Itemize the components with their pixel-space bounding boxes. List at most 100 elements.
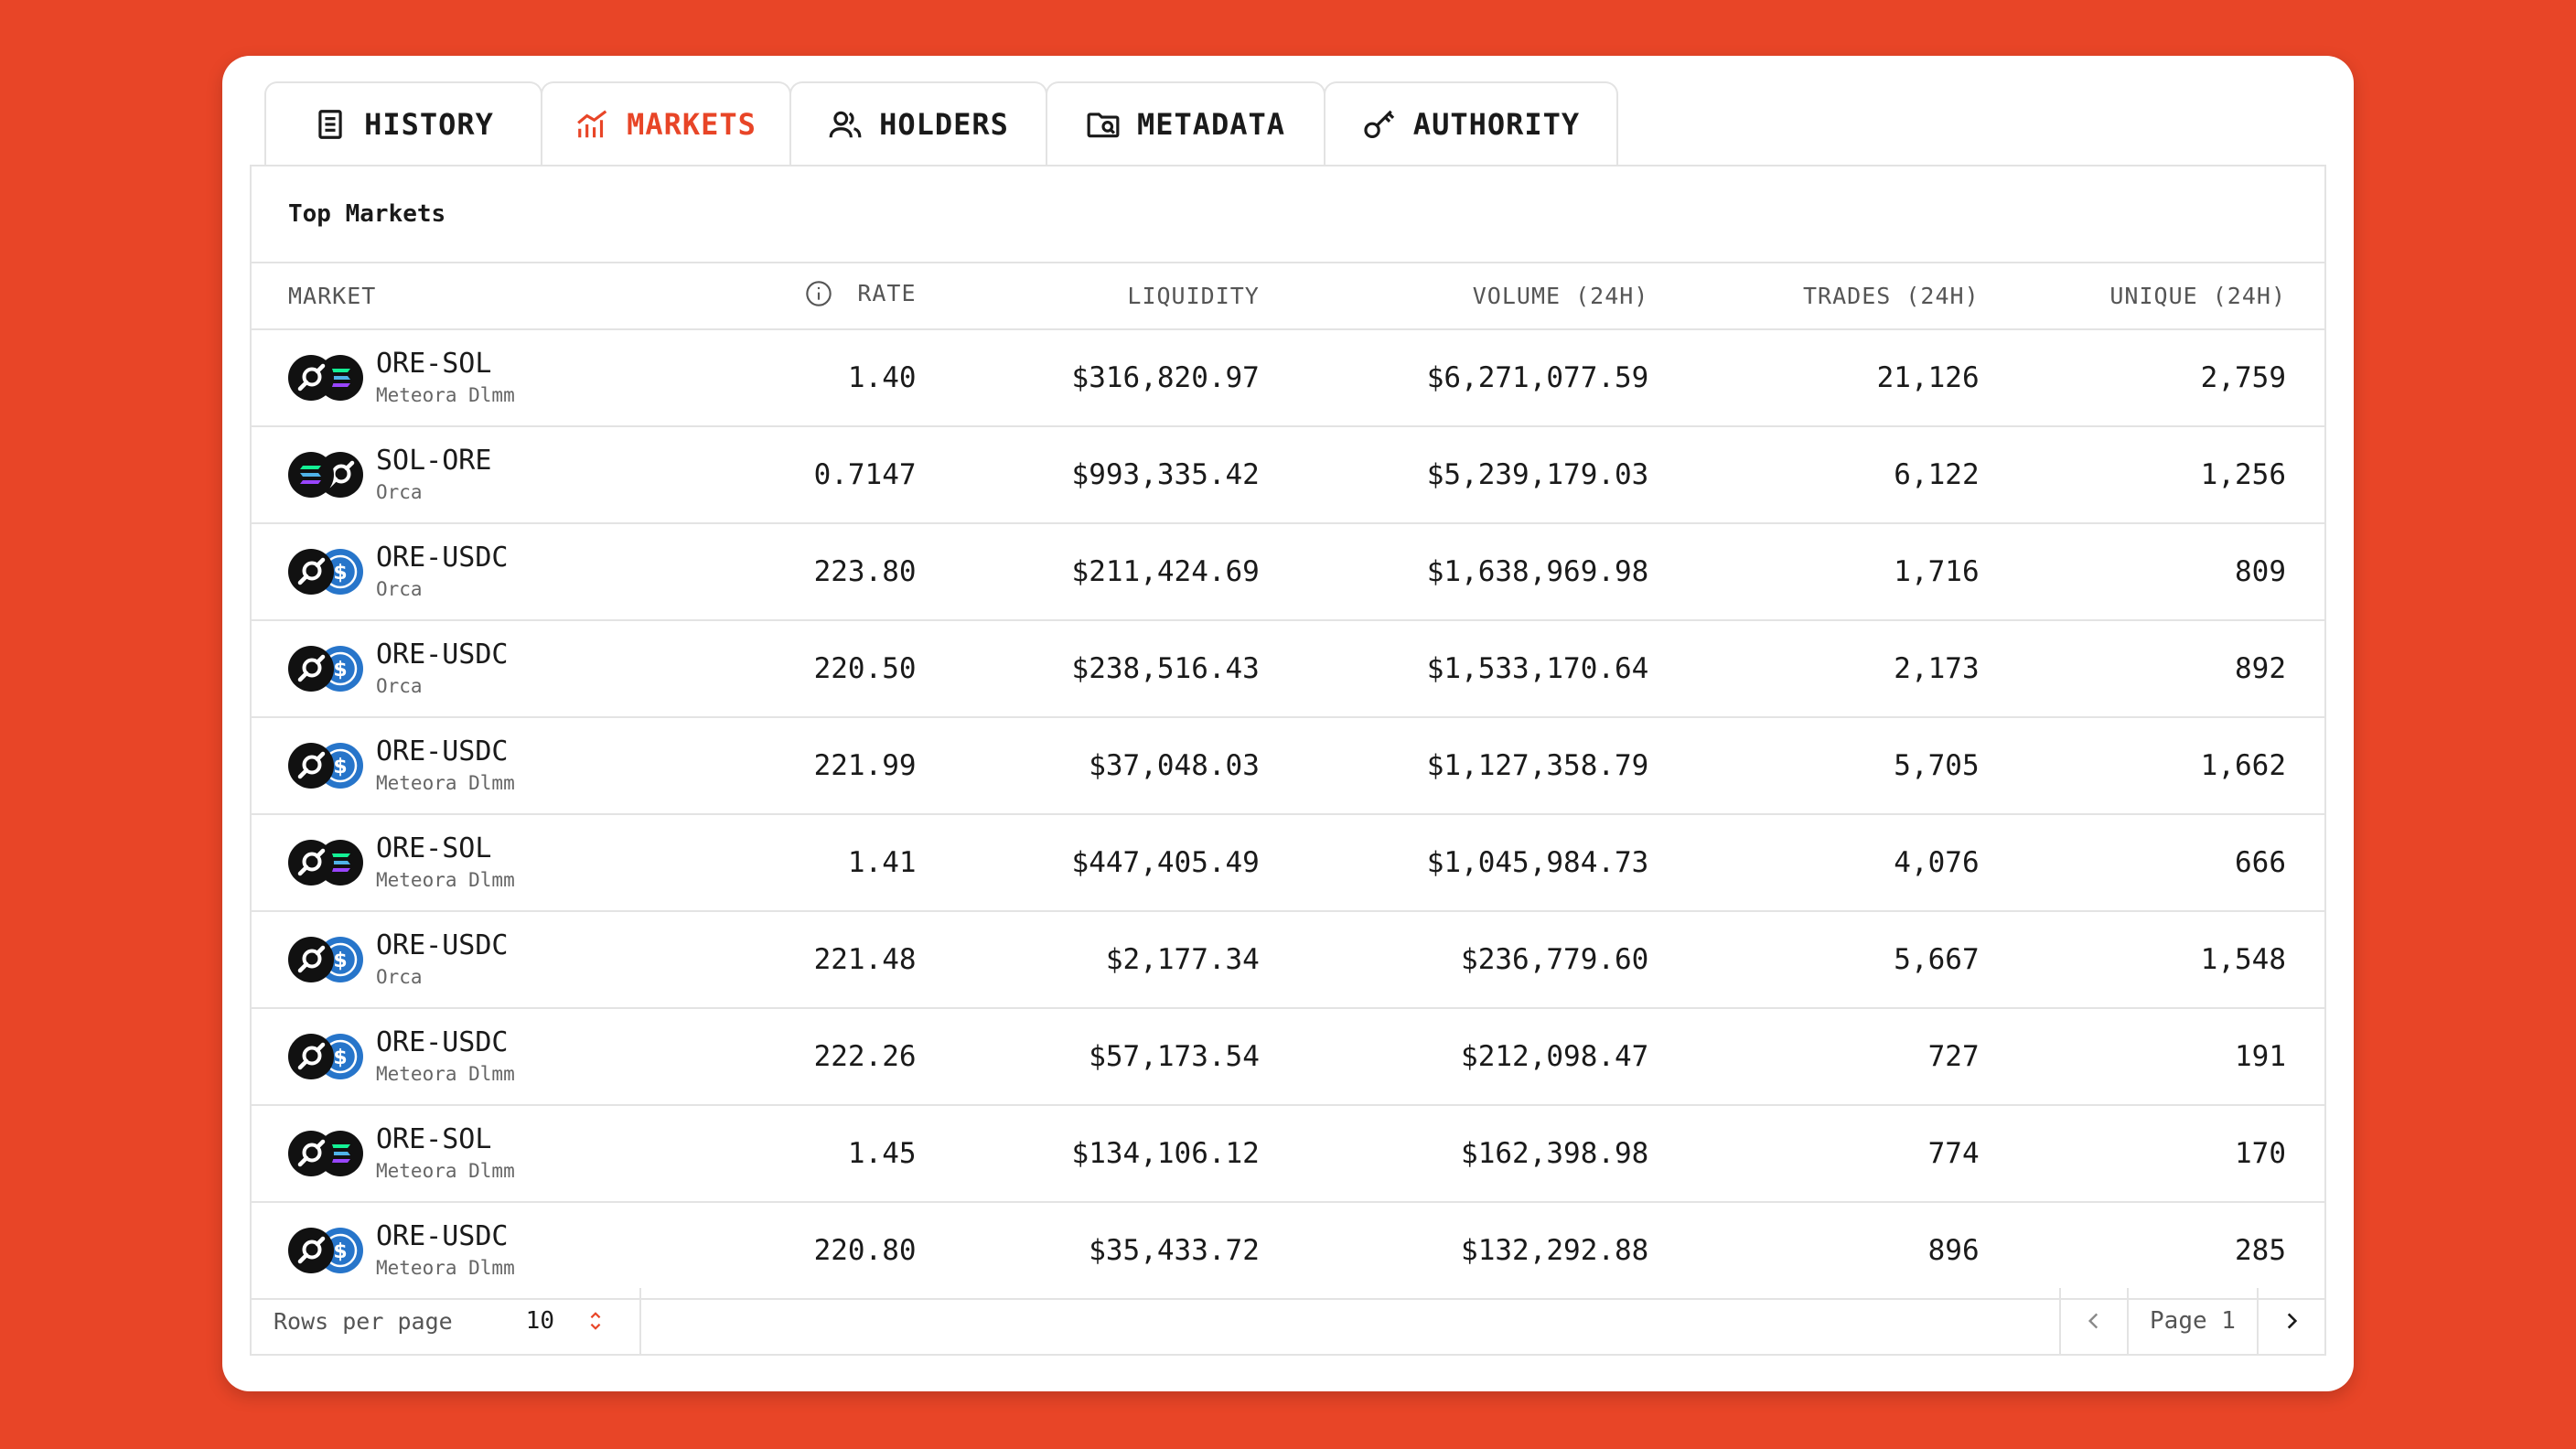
cell-liquidity: $35,433.72 bbox=[1089, 1234, 1260, 1267]
market-dex: Orca bbox=[376, 578, 423, 600]
tab-holders[interactable]: HOLDERS bbox=[789, 81, 1047, 166]
svg-text:$: $ bbox=[333, 1240, 347, 1263]
market-pair[interactable]: SOL-ORE bbox=[376, 445, 492, 477]
market-dex: Meteora Dlmm bbox=[376, 1257, 515, 1279]
rows-per-page-select[interactable]: 10 bbox=[525, 1307, 554, 1335]
cell-liquidity: $211,424.69 bbox=[1071, 555, 1260, 588]
table-row[interactable]: $ ORE-USDC Orca 221.48 $2,177.34 $236,779.60 5… bbox=[252, 911, 2324, 1008]
market-pair[interactable]: ORE-USDC bbox=[376, 1026, 509, 1058]
cell-volume: $1,533,170.64 bbox=[1426, 652, 1649, 685]
pair-icons bbox=[288, 1131, 363, 1176]
cell-rate: 222.26 bbox=[813, 1040, 917, 1073]
cell-trades: 2,173 bbox=[1894, 652, 1980, 685]
ore-icon bbox=[288, 743, 334, 789]
table-row[interactable]: ORE-SOL Meteora Dlmm 1.41 $447,405.49 $1,045… bbox=[252, 814, 2324, 911]
market-dex: Orca bbox=[376, 675, 423, 697]
header-market: MARKET bbox=[288, 283, 377, 309]
tab-history[interactable]: HISTORY bbox=[264, 81, 542, 166]
cell-market: ORE-SOL Meteora Dlmm bbox=[252, 814, 683, 911]
pair-icons: $ bbox=[288, 1034, 363, 1079]
markets-table: MARKET RATE LIQUIDITY VOLUME (24H) TRADE… bbox=[252, 263, 2324, 1300]
pair-icons: $ bbox=[288, 743, 363, 789]
cell-unique: 1,662 bbox=[2200, 749, 2286, 782]
info-icon[interactable] bbox=[804, 279, 833, 308]
svg-text:$: $ bbox=[333, 562, 347, 585]
key-icon bbox=[1364, 110, 1394, 139]
ore-icon bbox=[288, 646, 334, 692]
table-row[interactable]: $ ORE-USDC Meteora Dlmm 220.80 $35,433.72 $13… bbox=[252, 1202, 2324, 1299]
market-pair[interactable]: ORE-USDC bbox=[376, 735, 509, 767]
cell-unique: 170 bbox=[2235, 1137, 2286, 1170]
pair-icons bbox=[288, 452, 363, 498]
table-row[interactable]: ORE-SOL Meteora Dlmm 1.45 $134,106.12 $162,3… bbox=[252, 1105, 2324, 1202]
market-pair[interactable]: ORE-USDC bbox=[376, 542, 509, 574]
ore-icon bbox=[288, 355, 334, 401]
main-card: HISTORY MARKETS HOLDERS METADATA AUTHORI… bbox=[222, 56, 2354, 1391]
cell-volume: $236,779.60 bbox=[1461, 943, 1649, 976]
cell-rate: 1.41 bbox=[847, 846, 917, 879]
header-unique: UNIQUE (24H) bbox=[2109, 283, 2286, 309]
pair-icons bbox=[288, 355, 363, 401]
chart-icon bbox=[577, 110, 607, 138]
table-row[interactable]: SOL-ORE Orca 0.7147 $993,335.42 $5,239,179.0… bbox=[252, 426, 2324, 523]
cell-market: ORE-SOL Meteora Dlmm bbox=[252, 1105, 683, 1202]
market-pair[interactable]: ORE-USDC bbox=[376, 929, 509, 961]
next-page-button[interactable] bbox=[2259, 1288, 2324, 1354]
header-volume: VOLUME (24H) bbox=[1472, 283, 1649, 309]
cell-rate: 220.50 bbox=[813, 652, 917, 685]
header-trades: TRADES (24H) bbox=[1803, 283, 1980, 309]
panel-title: Top Markets bbox=[252, 166, 2324, 263]
tab-label: AUTHORITY bbox=[1412, 107, 1581, 142]
cell-market: $ ORE-USDC Orca bbox=[252, 620, 683, 717]
market-pair[interactable]: ORE-SOL bbox=[376, 1123, 492, 1155]
cell-unique: 2,759 bbox=[2200, 361, 2286, 394]
tab-label: MARKETS bbox=[627, 107, 757, 142]
table-row[interactable]: $ ORE-USDC Orca 220.50 $238,516.43 $1,533,170… bbox=[252, 620, 2324, 717]
sol-icon bbox=[288, 452, 334, 498]
tab-authority[interactable]: AUTHORITY bbox=[1324, 81, 1618, 166]
cell-rate: 1.45 bbox=[847, 1137, 917, 1170]
cell-unique: 285 bbox=[2235, 1234, 2286, 1267]
header-rate: RATE bbox=[683, 263, 917, 329]
tab-markets[interactable]: MARKETS bbox=[541, 81, 791, 166]
market-pair[interactable]: ORE-USDC bbox=[376, 1220, 509, 1252]
tab-metadata[interactable]: METADATA bbox=[1046, 81, 1326, 166]
header-rate-label: RATE bbox=[857, 280, 917, 306]
market-dex: Meteora Dlmm bbox=[376, 384, 515, 406]
pair-icons: $ bbox=[288, 937, 363, 982]
cell-unique: 1,548 bbox=[2200, 943, 2286, 976]
ore-icon bbox=[288, 840, 334, 886]
cell-trades: 774 bbox=[1927, 1137, 1980, 1170]
cell-rate: 0.7147 bbox=[813, 458, 917, 491]
cell-unique: 1,256 bbox=[2200, 458, 2286, 491]
cell-trades: 5,667 bbox=[1894, 943, 1980, 976]
prev-page-button[interactable] bbox=[2061, 1288, 2127, 1354]
cell-trades: 21,126 bbox=[1876, 361, 1980, 394]
cell-trades: 727 bbox=[1927, 1040, 1980, 1073]
pair-icons: $ bbox=[288, 1228, 363, 1273]
cell-unique: 809 bbox=[2235, 555, 2286, 588]
folder-search-icon bbox=[1087, 113, 1120, 138]
cell-rate: 220.80 bbox=[813, 1234, 917, 1267]
market-pair[interactable]: ORE-SOL bbox=[376, 832, 492, 864]
cell-volume: $1,045,984.73 bbox=[1426, 846, 1649, 879]
cell-liquidity: $238,516.43 bbox=[1071, 652, 1260, 685]
chevron-right-icon bbox=[2287, 1313, 2298, 1329]
chevron-up-down-icon[interactable] bbox=[585, 1309, 606, 1333]
svg-text:$: $ bbox=[333, 950, 347, 972]
cell-liquidity: $134,106.12 bbox=[1071, 1137, 1260, 1170]
table-header-row: MARKET RATE LIQUIDITY VOLUME (24H) TRADE… bbox=[252, 263, 2324, 329]
table-row[interactable]: ORE-SOL Meteora Dlmm 1.40 $316,820.97 $6,271… bbox=[252, 329, 2324, 426]
market-dex: Orca bbox=[376, 966, 423, 988]
tab-label: HOLDERS bbox=[879, 107, 1009, 142]
table-row[interactable]: $ ORE-USDC Meteora Dlmm 222.26 $57,173.54 $21… bbox=[252, 1008, 2324, 1105]
table-row[interactable]: $ ORE-USDC Meteora Dlmm 221.99 $37,048.03 $1,… bbox=[252, 717, 2324, 814]
tab-label: HISTORY bbox=[364, 107, 494, 142]
market-pair[interactable]: ORE-SOL bbox=[376, 348, 492, 380]
table-row[interactable]: $ ORE-USDC Orca 223.80 $211,424.69 $1,638,969… bbox=[252, 523, 2324, 620]
pagination: Page 1 bbox=[2059, 1288, 2324, 1354]
ore-icon bbox=[288, 937, 334, 982]
cell-volume: $6,271,077.59 bbox=[1426, 361, 1649, 394]
pair-icons: $ bbox=[288, 549, 363, 595]
market-pair[interactable]: ORE-USDC bbox=[376, 639, 509, 671]
